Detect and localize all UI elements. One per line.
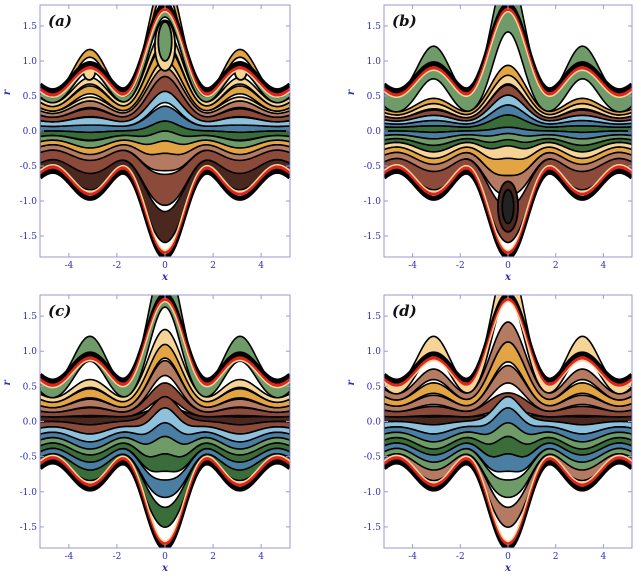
y-tick-label: -0.5 (364, 453, 382, 463)
x-tick-label: 4 (258, 261, 264, 271)
y-tick-label: 0.5 (23, 382, 38, 392)
lower-wall-inner (40, 456, 290, 546)
chart-panel-4: -1.5 -1.0 -0.5 0.0 0.5 1.0 1.5 -4 -2 0 2 4 x r (d) (346, 294, 633, 574)
upper-wall-inner (384, 297, 632, 387)
y-tick-label: 1.0 (23, 347, 38, 357)
upper-wall-outer (384, 5, 632, 94)
x-tick-label: -2 (113, 261, 122, 271)
x-axis-label: x (161, 563, 169, 574)
y-tick-label: 1.0 (23, 57, 38, 67)
y-tick-label: 1.0 (367, 57, 382, 67)
y-tick-label: -1.5 (364, 523, 382, 533)
lower-wall-glow (40, 163, 290, 252)
lower-wall-inner (384, 456, 632, 546)
y-axis-label: r (346, 379, 357, 385)
y-tick-label: 0.0 (23, 418, 38, 428)
upper-wall-glow (40, 10, 290, 99)
x-tick-label: 2 (210, 552, 216, 562)
x-tick-label: -2 (113, 552, 122, 562)
x-tick-label: 2 (553, 261, 559, 271)
x-tick-label: 4 (601, 552, 607, 562)
upper-wall-inner (40, 7, 290, 97)
y-tick-label: -1.0 (364, 197, 382, 207)
y-tick-label: -0.5 (364, 162, 382, 172)
x-axis-label: x (504, 272, 512, 283)
y-tick-label: -1.0 (20, 197, 38, 207)
x-tick-label: -2 (456, 552, 465, 562)
chart-panel-2: -1.5 -1.0 -0.5 0.0 0.5 1.0 1.5 -4 -2 0 2 4 x r (b) (346, 4, 633, 283)
x-axis-label: x (504, 563, 512, 574)
lower-wall-outer (384, 168, 632, 257)
y-tick-label: 1.5 (367, 312, 382, 322)
y-axis-label: r (346, 89, 357, 95)
panel-label: (a) (48, 12, 72, 30)
x-tick-label: -4 (408, 552, 417, 562)
y-tick-label: 0.0 (367, 127, 382, 137)
x-tick-label: -4 (408, 261, 417, 271)
lower-wall-glow (384, 454, 632, 543)
y-tick-label: -1.0 (20, 488, 38, 498)
y-tick-label: 0.5 (23, 92, 38, 102)
upper-wall-inner (384, 7, 632, 97)
y-tick-label: 0.5 (367, 382, 382, 392)
y-tick-label: -1.0 (364, 488, 382, 498)
x-tick-label: -4 (64, 261, 73, 271)
y-tick-label: 1.5 (23, 312, 38, 322)
x-tick-label: -2 (456, 261, 465, 271)
panel-label: (d) (392, 302, 417, 320)
lower-wall-glow (40, 454, 290, 543)
x-tick-label: 0 (162, 261, 168, 271)
y-tick-label: 1.0 (367, 347, 382, 357)
x-tick-label: -4 (64, 552, 73, 562)
x-tick-label: 4 (258, 552, 264, 562)
panel-label: (b) (392, 12, 417, 30)
y-tick-label: 0.5 (367, 92, 382, 102)
y-tick-label: 0.0 (23, 127, 38, 137)
panel-label: (c) (48, 302, 71, 320)
y-tick-label: 1.5 (23, 22, 38, 32)
lower-wall-outer (40, 168, 290, 257)
chart-panel-3: -1.5 -1.0 -0.5 0.0 0.5 1.0 1.5 -4 -2 0 2 4 x r (c) (2, 294, 291, 574)
x-tick-label: 0 (162, 552, 168, 562)
x-tick-label: 4 (601, 261, 607, 271)
y-tick-label: -1.5 (20, 232, 38, 242)
lower-wall-outer (384, 459, 632, 548)
island-2 (501, 188, 515, 225)
upper-wall-glow (384, 300, 632, 389)
y-tick-label: -1.5 (364, 232, 382, 242)
upper-wall-glow (384, 10, 632, 99)
x-tick-label: 2 (553, 552, 559, 562)
island-2 (157, 20, 173, 62)
upper-wall-glow (40, 300, 290, 389)
y-tick-label: -1.5 (20, 523, 38, 533)
upper-wall-outer (384, 295, 632, 384)
upper-wall-outer (40, 5, 290, 94)
y-tick-label: -0.5 (20, 162, 38, 172)
upper-wall-inner (40, 297, 290, 387)
y-tick-label: 0.0 (367, 418, 382, 428)
lower-wall-inner (384, 165, 632, 255)
x-tick-label: 0 (505, 261, 511, 271)
x-axis-label: x (161, 272, 169, 283)
y-axis-label: r (2, 89, 13, 95)
lower-wall-inner (40, 165, 290, 255)
lower-wall-outer (40, 459, 290, 548)
y-tick-label: -0.5 (20, 453, 38, 463)
x-tick-label: 0 (505, 552, 511, 562)
lower-wall-glow (384, 163, 632, 252)
y-tick-label: 1.5 (367, 22, 382, 32)
chart-panel-1: -1.5 -1.0 -0.5 0.0 0.5 1.0 1.5 -4 -2 0 2 4 x r (a) (2, 4, 291, 283)
x-tick-label: 2 (210, 261, 216, 271)
upper-wall-outer (40, 295, 290, 384)
y-axis-label: r (2, 379, 13, 385)
